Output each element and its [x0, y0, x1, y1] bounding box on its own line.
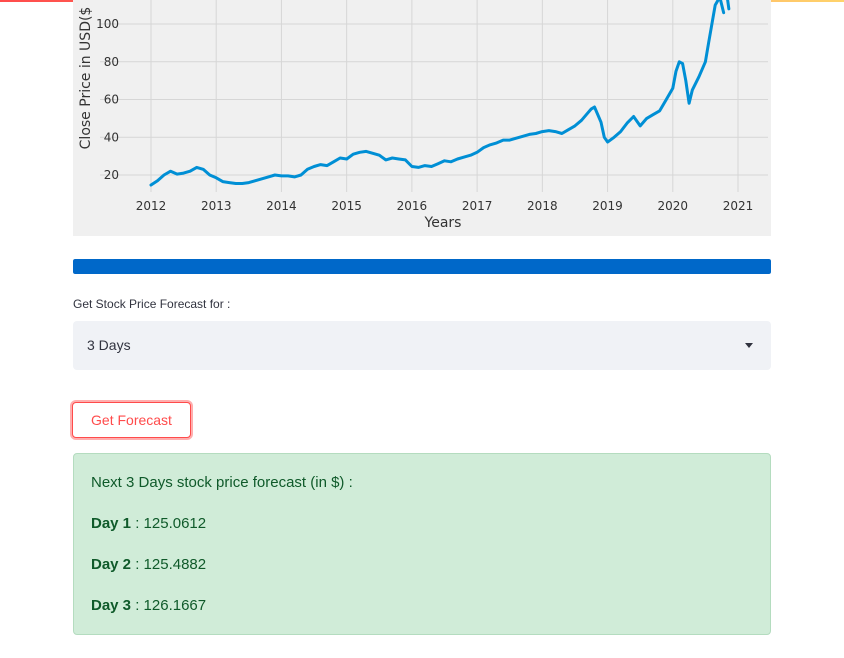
- chart-x-tick-label: 2018: [527, 199, 558, 213]
- chevron-down-icon: [745, 343, 753, 348]
- chart-x-tick-label: 2019: [592, 199, 623, 213]
- chart-x-tick-label: 2017: [462, 199, 493, 213]
- forecast-day-row: Day 2 : 125.4882: [91, 556, 206, 573]
- get-forecast-button[interactable]: Get Forecast: [72, 402, 191, 438]
- forecast-day-value: : 125.4882: [135, 556, 207, 573]
- chart-y-tick-label: 40: [104, 130, 119, 144]
- chart-x-tick-label: 2016: [397, 199, 428, 213]
- forecast-period-select[interactable]: 3 Days: [73, 321, 771, 370]
- chart-y-tick-label: 60: [104, 93, 119, 107]
- chart-series-line: [718, 0, 726, 15]
- chart-x-tick-label: 2015: [331, 199, 362, 213]
- chart-series-line: [726, 0, 731, 11]
- chart-x-tick-label: 2021: [723, 199, 754, 213]
- chart-series-line: [149, 0, 720, 187]
- forecast-day-value: : 125.0612: [135, 515, 207, 532]
- chart-y-axis-label: Close Price in USD($: [78, 7, 94, 150]
- forecast-select-label: Get Stock Price Forecast for :: [73, 297, 231, 311]
- forecast-select-value: 3 Days: [87, 337, 131, 353]
- forecast-day-row: Day 3 : 126.1667: [91, 597, 206, 614]
- forecast-day-label: Day 2: [91, 556, 132, 573]
- chart-y-tick-label: 80: [104, 55, 119, 69]
- stock-price-chart: 2012 2013 2014 2015 2016 2017 2018 2019 2020 2021…: [73, 0, 771, 236]
- chart-canvas: 2012 2013 2014 2015 2016 2017 2018 2019 2020 2021…: [78, 0, 768, 231]
- progress-bar: [73, 259, 771, 274]
- forecast-day-label: Day 3: [91, 597, 132, 614]
- forecast-day-row: Day 1 : 125.0612: [91, 515, 206, 532]
- forecast-result-heading: Next 3 Days stock price forecast (in $) …: [91, 474, 353, 491]
- chart-x-tick-label: 2014: [266, 199, 297, 213]
- chart-y-tick-label: 20: [104, 168, 119, 182]
- chart-x-axis-label: Years: [424, 215, 462, 231]
- forecast-day-label: Day 1: [91, 515, 132, 532]
- chart-x-tick-label: 2013: [201, 199, 232, 213]
- forecast-result-alert: Next 3 Days stock price forecast (in $) …: [73, 453, 771, 635]
- chart-x-tick-label: 2020: [658, 199, 689, 213]
- forecast-day-value: : 126.1667: [135, 597, 207, 614]
- chart-y-tick-label: 100: [96, 17, 119, 31]
- progress-fill: [73, 259, 771, 274]
- chart-x-tick-label: 2012: [136, 199, 167, 213]
